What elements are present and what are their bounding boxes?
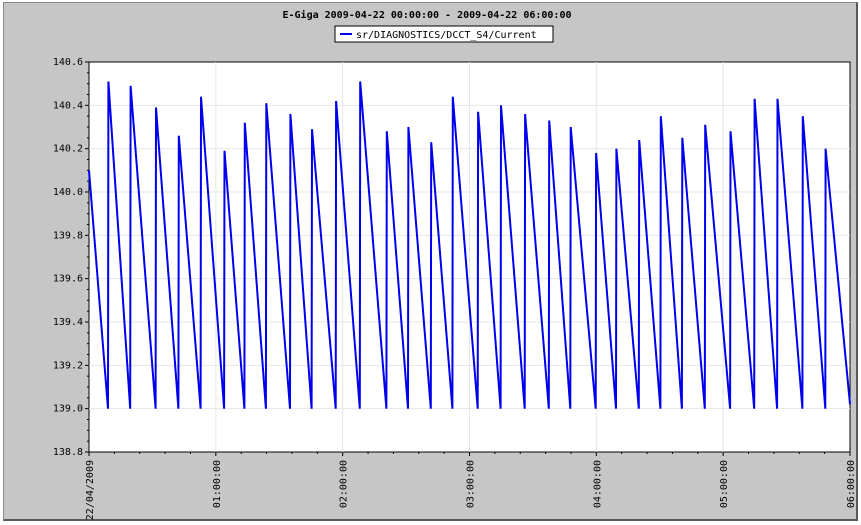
y-tick-label: 139.6 <box>53 274 83 285</box>
y-tick-label: 140.2 <box>53 144 83 155</box>
y-tick-label: 139.0 <box>53 404 83 415</box>
x-tick-label: 05:00:00 <box>719 460 730 508</box>
y-axis: 138.8 139.0 139.2 139.4 139.6 139.8 140.0 140.2… <box>53 57 89 458</box>
y-tick-label: 140.0 <box>53 187 83 198</box>
y-tick-label: 139.4 <box>53 317 83 328</box>
x-tick-label: 03:00:00 <box>466 460 477 508</box>
legend: sr/DIAGNOSTICS/DCCT_S4/Current <box>334 25 554 43</box>
legend-box <box>334 25 554 43</box>
y-tick-label: 140.6 <box>53 57 83 68</box>
y-tick-label: 139.2 <box>53 360 83 371</box>
y-tick-label: 139.8 <box>53 230 83 241</box>
series-line <box>88 81 851 409</box>
y-tick-label: 140.4 <box>53 100 83 111</box>
y-tick-label: 138.8 <box>53 447 83 458</box>
chart-title: E-Giga 2009-04-22 00:00:00 - 2009-04-22 … <box>283 9 572 21</box>
series-group <box>88 81 851 409</box>
x-tick-label: 01:00:00 <box>212 460 223 508</box>
x-tick-label: 02:00:00 <box>339 460 350 508</box>
x-tick-label: 22/04/2009 <box>85 460 96 520</box>
x-tick-label: 06:00:00 <box>846 460 857 508</box>
x-tick-label: 04:00:00 <box>592 460 603 508</box>
x-axis: 22/04/2009 01:00:00 02:00:00 03:00:00 04:00:… <box>85 452 857 520</box>
legend-label: sr/DIAGNOSTICS/DCCT_S4/Current <box>356 30 537 41</box>
